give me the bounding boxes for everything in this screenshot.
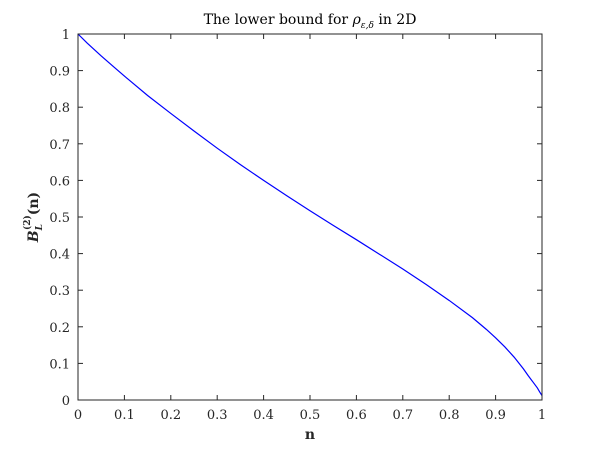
y-label-superscript: (2)	[22, 215, 33, 230]
plot-frame	[77, 33, 543, 401]
y-tick-label: 0.3	[49, 284, 70, 299]
y-label-argument: (n)	[26, 192, 42, 215]
plot-background	[78, 34, 542, 400]
y-tick-label: 0.4	[49, 248, 70, 263]
y-label-base: B	[26, 230, 42, 243]
x-tick-label: 0.6	[346, 408, 367, 423]
x-tick-label: 0.2	[160, 408, 181, 423]
title-symbol: ρ	[352, 12, 362, 28]
chart-title: The lower bound for ρε,δ in 2D	[204, 12, 417, 31]
y-axis-label: BL(2)(n)	[22, 192, 45, 243]
x-tick-label: 0.3	[207, 408, 228, 423]
x-tick-label: 0	[74, 408, 82, 423]
y-tick-label: 0.2	[49, 321, 70, 336]
y-tick-label: 1	[62, 28, 70, 43]
x-tick-label: 0.4	[253, 408, 274, 423]
x-axis-ticks: 0 0.1 0.2 0.3 0.4 0.5 0.6 0.7 0.8 0.9 1	[74, 34, 546, 423]
x-tick-label: 0.8	[439, 408, 460, 423]
x-tick-label: 0.7	[392, 408, 413, 423]
series-group	[77, 33, 543, 396]
x-tick-label: 0.9	[485, 408, 506, 423]
y-tick-label: 0.7	[49, 138, 70, 153]
y-tick-label: 0.9	[49, 65, 70, 80]
title-suffix: in 2D	[374, 12, 417, 28]
y-tick-label: 0.5	[49, 211, 70, 226]
y-tick-label: 0.1	[49, 357, 70, 372]
title-subscript: ε,δ	[361, 21, 374, 31]
x-tick-label: 0.5	[300, 408, 321, 423]
y-tick-label: 0.8	[49, 101, 70, 116]
x-tick-label: 0.1	[114, 408, 135, 423]
x-axis-label: n	[305, 427, 315, 443]
y-label-subscript: L	[35, 224, 45, 231]
series-line	[77, 33, 543, 396]
y-tick-label: 0	[62, 394, 70, 409]
title-prefix: The lower bound for	[204, 12, 353, 28]
y-tick-label: 0.6	[49, 174, 70, 189]
x-tick-label: 1	[538, 408, 546, 423]
y-axis-ticks: 0 0.1 0.2 0.3 0.4 0.5 0.6 0.7 0.8 0.9 1	[49, 28, 542, 409]
